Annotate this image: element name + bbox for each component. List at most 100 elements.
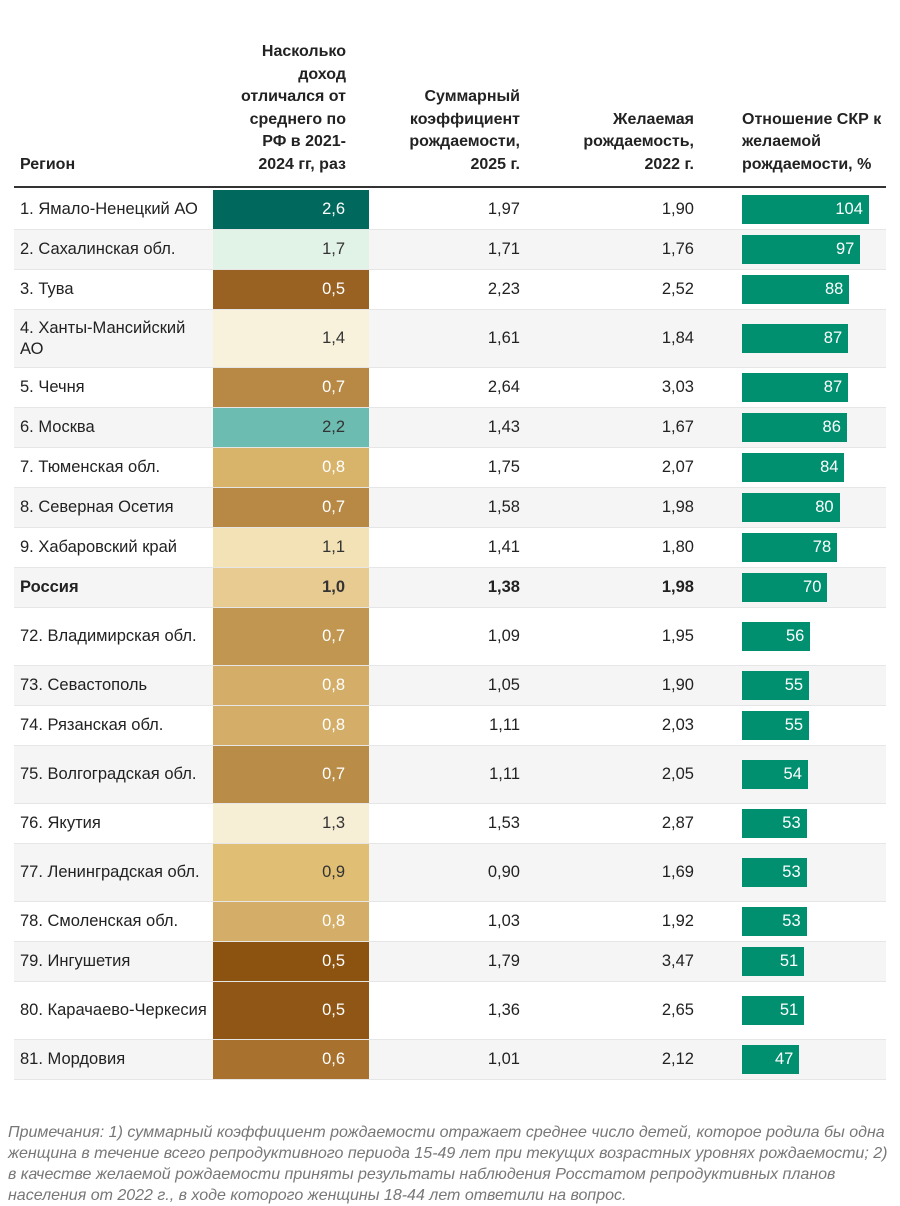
ratio-bar: 55 — [742, 711, 810, 740]
skr-value: 1,53 — [487, 814, 520, 832]
region-name: 7. Тюменская обл. — [20, 458, 161, 476]
ratio-bar: 70 — [742, 573, 828, 602]
ratio-bar: 78 — [742, 533, 838, 562]
table-row: 77. Ленинградская обл. 0,9 0,90 1,69 53 — [14, 844, 886, 902]
table-row: 1. Ямало-Ненецкий АО 2,6 1,97 1,90 104 — [14, 190, 886, 230]
desired-value: 3,03 — [661, 378, 694, 396]
ratio-bar: 88 — [742, 275, 850, 304]
skr-value: 1,36 — [487, 1001, 520, 1019]
ratio-bar: 53 — [742, 809, 807, 838]
table-header: Регион Насколько доход отличался от сред… — [0, 0, 900, 188]
skr-value: 1,05 — [487, 676, 520, 694]
skr-value: 1,38 — [487, 578, 520, 596]
table-row: 72. Владимирская обл. 0,7 1,09 1,95 56 — [14, 608, 886, 666]
table-row: 4. Ханты-Мансийский АО 1,4 1,61 1,84 87 — [14, 310, 886, 368]
income-cell: 0,6 — [213, 1040, 369, 1079]
region-name: 3. Тува — [20, 280, 74, 298]
header-divider — [14, 186, 886, 188]
income-cell: 2,2 — [213, 408, 369, 447]
desired-value: 2,03 — [661, 716, 694, 734]
desired-value: 1,84 — [661, 329, 694, 347]
table-row: 75. Волгоградская обл. 0,7 1,11 2,05 54 — [14, 746, 886, 804]
region-name: 6. Москва — [20, 418, 95, 436]
region-name: 78. Смоленская обл. — [20, 912, 179, 930]
ratio-bar: 87 — [742, 324, 849, 353]
desired-value: 1,92 — [661, 912, 694, 930]
income-cell: 0,5 — [213, 270, 369, 309]
ratio-bar: 97 — [742, 235, 861, 264]
table-row: 7. Тюменская обл. 0,8 1,75 2,07 84 — [14, 448, 886, 488]
income-cell: 1,3 — [213, 804, 369, 843]
table-row: 3. Тува 0,5 2,23 2,52 88 — [14, 270, 886, 310]
ratio-bar: 55 — [742, 671, 810, 700]
region-name: 77. Ленинградская обл. — [20, 863, 200, 881]
income-cell: 2,6 — [213, 190, 369, 229]
table-row: 9. Хабаровский край 1,1 1,41 1,80 78 — [14, 528, 886, 568]
income-cell: 0,9 — [213, 844, 369, 901]
skr-value: 1,61 — [487, 329, 520, 347]
income-cell: 1,0 — [213, 568, 369, 607]
ratio-bar: 53 — [742, 907, 807, 936]
skr-value: 0,90 — [487, 863, 520, 881]
desired-value: 1,95 — [661, 627, 694, 645]
skr-value: 1,79 — [487, 952, 520, 970]
region-name: 76. Якутия — [20, 814, 101, 832]
income-cell: 0,5 — [213, 982, 369, 1039]
table-row: 8. Северная Осетия 0,7 1,58 1,98 80 — [14, 488, 886, 528]
header-ratio: Отношение СКР к желаемой рождаемости, % — [742, 110, 882, 173]
desired-value: 1,67 — [661, 418, 694, 436]
region-name: 75. Волгоградская обл. — [20, 765, 197, 783]
income-cell: 0,8 — [213, 666, 369, 705]
desired-value: 2,87 — [661, 814, 694, 832]
skr-value: 1,41 — [487, 538, 520, 556]
region-name: 4. Ханты-Мансийский АО — [20, 318, 186, 358]
ratio-bar: 86 — [742, 413, 847, 442]
header-region: Регион — [20, 155, 76, 173]
region-name: 72. Владимирская обл. — [20, 627, 197, 645]
table-row: 74. Рязанская обл. 0,8 1,11 2,03 55 — [14, 706, 886, 746]
ratio-bar: 80 — [742, 493, 840, 522]
table-row: 6. Москва 2,2 1,43 1,67 86 — [14, 408, 886, 448]
header-skr: Суммарный коэффициент рождаемости, 2025 … — [409, 88, 520, 173]
region-name: 79. Ингушетия — [20, 952, 131, 970]
skr-value: 2,64 — [487, 378, 520, 396]
desired-value: 1,98 — [661, 498, 694, 516]
desired-value: 1,76 — [661, 240, 694, 258]
region-name: 74. Рязанская обл. — [20, 716, 164, 734]
income-cell: 0,7 — [213, 368, 369, 407]
ratio-bar: 53 — [742, 858, 807, 887]
desired-value: 2,12 — [661, 1050, 694, 1068]
ratio-bar: 54 — [742, 760, 808, 789]
desired-value: 2,07 — [661, 458, 694, 476]
skr-value: 1,11 — [489, 716, 520, 734]
income-cell: 0,5 — [213, 942, 369, 981]
skr-value: 1,97 — [487, 200, 520, 218]
region-name: 8. Северная Осетия — [20, 498, 174, 516]
region-name: 9. Хабаровский край — [20, 538, 177, 556]
region-name: 73. Севастополь — [20, 676, 148, 694]
table-row: 78. Смоленская обл. 0,8 1,03 1,92 53 — [14, 902, 886, 942]
region-name: 81. Мордовия — [20, 1050, 126, 1068]
ratio-bar: 51 — [742, 996, 805, 1025]
table-row: 79. Ингушетия 0,5 1,79 3,47 51 — [14, 942, 886, 982]
desired-value: 3,47 — [661, 952, 694, 970]
ratio-bar: 51 — [742, 947, 805, 976]
income-cell: 0,7 — [213, 488, 369, 527]
skr-value: 1,09 — [487, 627, 520, 645]
desired-value: 1,80 — [661, 538, 694, 556]
income-cell: 1,7 — [213, 230, 369, 269]
ratio-bar: 87 — [742, 373, 849, 402]
income-cell: 0,8 — [213, 902, 369, 941]
table-row: 73. Севастополь 0,8 1,05 1,90 55 — [14, 666, 886, 706]
header-income: Насколько доход отличался от среднего по… — [240, 43, 346, 173]
footnote: Примечания: 1) суммарный коэффициент рож… — [8, 1124, 888, 1204]
region-name: Россия — [20, 578, 79, 596]
desired-value: 1,90 — [661, 200, 694, 218]
income-cell: 0,7 — [213, 608, 369, 665]
income-cell: 0,8 — [213, 448, 369, 487]
desired-value: 2,52 — [661, 280, 694, 298]
skr-value: 1,01 — [487, 1050, 520, 1068]
table-row: 5. Чечня 0,7 2,64 3,03 87 — [14, 368, 886, 408]
ratio-bar: 47 — [742, 1045, 800, 1074]
region-name: 1. Ямало-Ненецкий АО — [20, 200, 198, 218]
